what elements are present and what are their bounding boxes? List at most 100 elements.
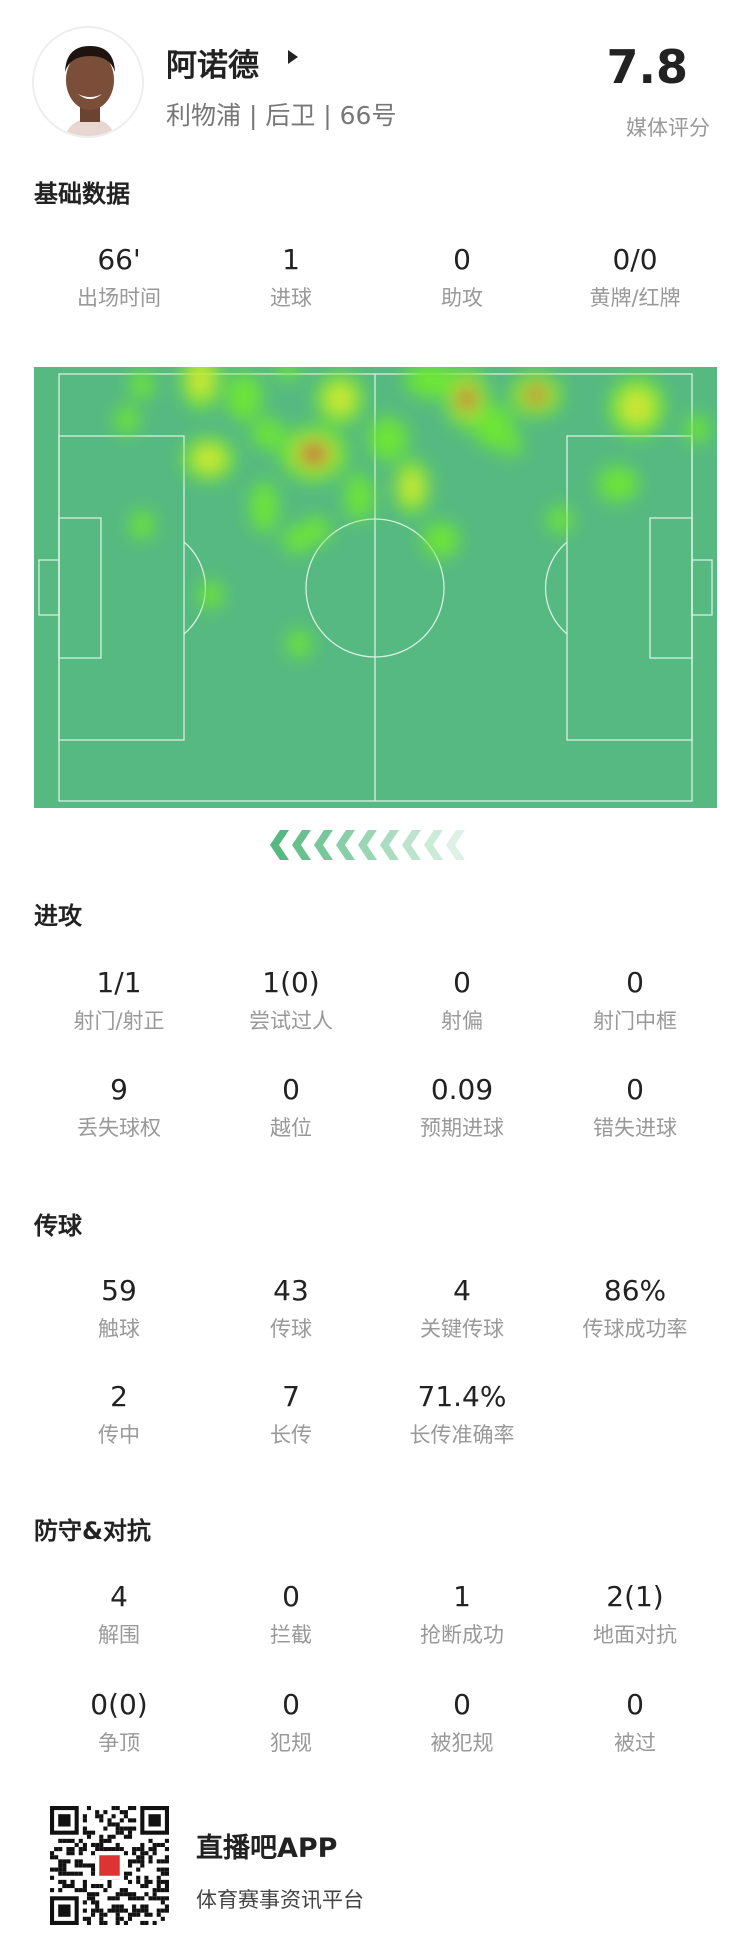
chevron-left-icon (424, 830, 443, 860)
stat-label: 被犯规 (430, 1731, 494, 1755)
section-title-attack: 进攻 (34, 902, 82, 930)
heat-spot (525, 385, 547, 405)
stat-label: 传球 (270, 1317, 312, 1341)
stat-attack: 9 丢失球权 (33, 1073, 205, 1143)
heat-spot (457, 386, 477, 412)
heat-spot (474, 405, 514, 449)
chevron-left-icon (336, 830, 355, 860)
stat-label: 进球 (270, 286, 312, 310)
stat-passing: 43 传球 (205, 1274, 377, 1344)
stat-defense: 0 犯规 (205, 1688, 377, 1758)
stat-value: 0 (453, 243, 471, 276)
stat-value: 0/0 (612, 243, 658, 276)
qr-code[interactable] (50, 1806, 169, 1925)
stat-value: 0 (626, 966, 644, 999)
stat-attack: 1/1 射门/射正 (33, 966, 205, 1036)
stat-basic: 66' 出场时间 (33, 243, 205, 313)
heat-spot (115, 406, 139, 434)
player-avatar[interactable] (32, 26, 144, 138)
section-title-basic: 基础数据 (34, 180, 130, 208)
heat-spot (193, 445, 225, 473)
stat-label: 越位 (270, 1116, 312, 1140)
stat-value: 7 (282, 1380, 300, 1413)
stat-label: 错失进球 (593, 1116, 677, 1140)
stat-passing: 7 长传 (205, 1380, 377, 1450)
stat-value: 0(0) (90, 1688, 148, 1721)
stat-label: 黄牌/红牌 (589, 286, 681, 310)
heat-spot (405, 367, 457, 398)
stat-label: 射门/射正 (73, 1009, 165, 1033)
stat-defense: 0(0) 争顶 (33, 1688, 205, 1758)
stat-value: 1 (282, 243, 300, 276)
heat-spot (226, 373, 262, 421)
stat-value: 0 (282, 1580, 300, 1613)
stat-label: 射门中框 (593, 1009, 677, 1033)
stat-value: 0 (282, 1073, 300, 1106)
chevron-left-icon (358, 830, 377, 860)
stat-defense: 0 拦截 (205, 1580, 377, 1650)
stat-defense: 1 抢断成功 (376, 1580, 548, 1650)
stat-defense: 4 解围 (33, 1580, 205, 1650)
stat-label: 争顶 (98, 1731, 140, 1755)
heat-spot (345, 473, 373, 521)
stat-attack: 1(0) 尝试过人 (205, 966, 377, 1036)
stat-basic: 0 助攻 (376, 243, 548, 313)
stat-passing: 71.4% 长传准确率 (376, 1380, 548, 1450)
heat-spot (685, 415, 709, 443)
stat-label: 关键传球 (420, 1317, 504, 1341)
stat-label: 地面对抗 (593, 1623, 677, 1647)
stat-value: 2(1) (606, 1580, 664, 1613)
app-name: 直播吧APP (196, 1833, 338, 1864)
chevron-left-icon (292, 830, 311, 860)
stat-basic: 0/0 黄牌/红牌 (549, 243, 721, 313)
heat-spot (283, 526, 311, 554)
section-title-defense: 防守&对抗 (34, 1517, 151, 1545)
stat-label: 传中 (98, 1423, 140, 1447)
stat-value: 0.09 (430, 1073, 494, 1106)
chevron-left-icon (270, 830, 289, 860)
stat-value: 4 (110, 1580, 128, 1613)
stat-attack: 0.09 预期进球 (376, 1073, 548, 1143)
stat-passing: 59 触球 (33, 1274, 205, 1344)
chevron-left-icon (314, 830, 333, 860)
stat-passing: 4 关键传球 (376, 1274, 548, 1344)
media-rating: 7.8 (606, 40, 689, 94)
stat-value: 86% (603, 1274, 667, 1307)
stat-label: 被过 (614, 1731, 656, 1755)
stat-value: 9 (110, 1073, 128, 1106)
stat-label: 传球成功率 (582, 1317, 688, 1341)
chevron-left-icon (402, 830, 421, 860)
stat-value: 1 (453, 1580, 471, 1613)
stat-attack: 0 错失进球 (549, 1073, 721, 1143)
stat-label: 预期进球 (420, 1116, 504, 1140)
heat-spot (252, 418, 284, 450)
stat-basic: 1 进球 (205, 243, 377, 313)
stat-label: 出场时间 (77, 286, 161, 310)
play-arrow-icon[interactable] (288, 50, 298, 64)
heat-spot (287, 630, 311, 658)
heat-spot (189, 367, 213, 398)
heat-spot (423, 522, 459, 558)
stat-passing: 2 传中 (33, 1380, 205, 1450)
stat-label: 助攻 (441, 286, 483, 310)
heat-spot (250, 481, 278, 533)
stat-defense: 0 被犯规 (376, 1688, 548, 1758)
player-name[interactable]: 阿诺德 (166, 48, 259, 84)
stat-defense: 0 被过 (549, 1688, 721, 1758)
stat-passing: 86% 传球成功率 (549, 1274, 721, 1344)
pitch-lines (38, 373, 713, 802)
heatmap-layer (115, 367, 709, 658)
stat-label: 丢失球权 (77, 1116, 161, 1140)
heat-spot (276, 367, 300, 380)
heat-spot (130, 371, 154, 399)
app-subtitle: 体育赛事资讯平台 (196, 1888, 364, 1912)
stat-defense: 2(1) 地面对抗 (549, 1580, 721, 1650)
heat-spot (620, 389, 654, 425)
stat-label: 长传准确率 (409, 1423, 515, 1447)
heat-spot (368, 417, 408, 461)
attack-direction-arrows (270, 830, 465, 860)
heat-spot (548, 506, 572, 534)
chevron-left-icon (380, 830, 399, 860)
stat-value: 0 (626, 1688, 644, 1721)
heat-spot (325, 383, 355, 415)
